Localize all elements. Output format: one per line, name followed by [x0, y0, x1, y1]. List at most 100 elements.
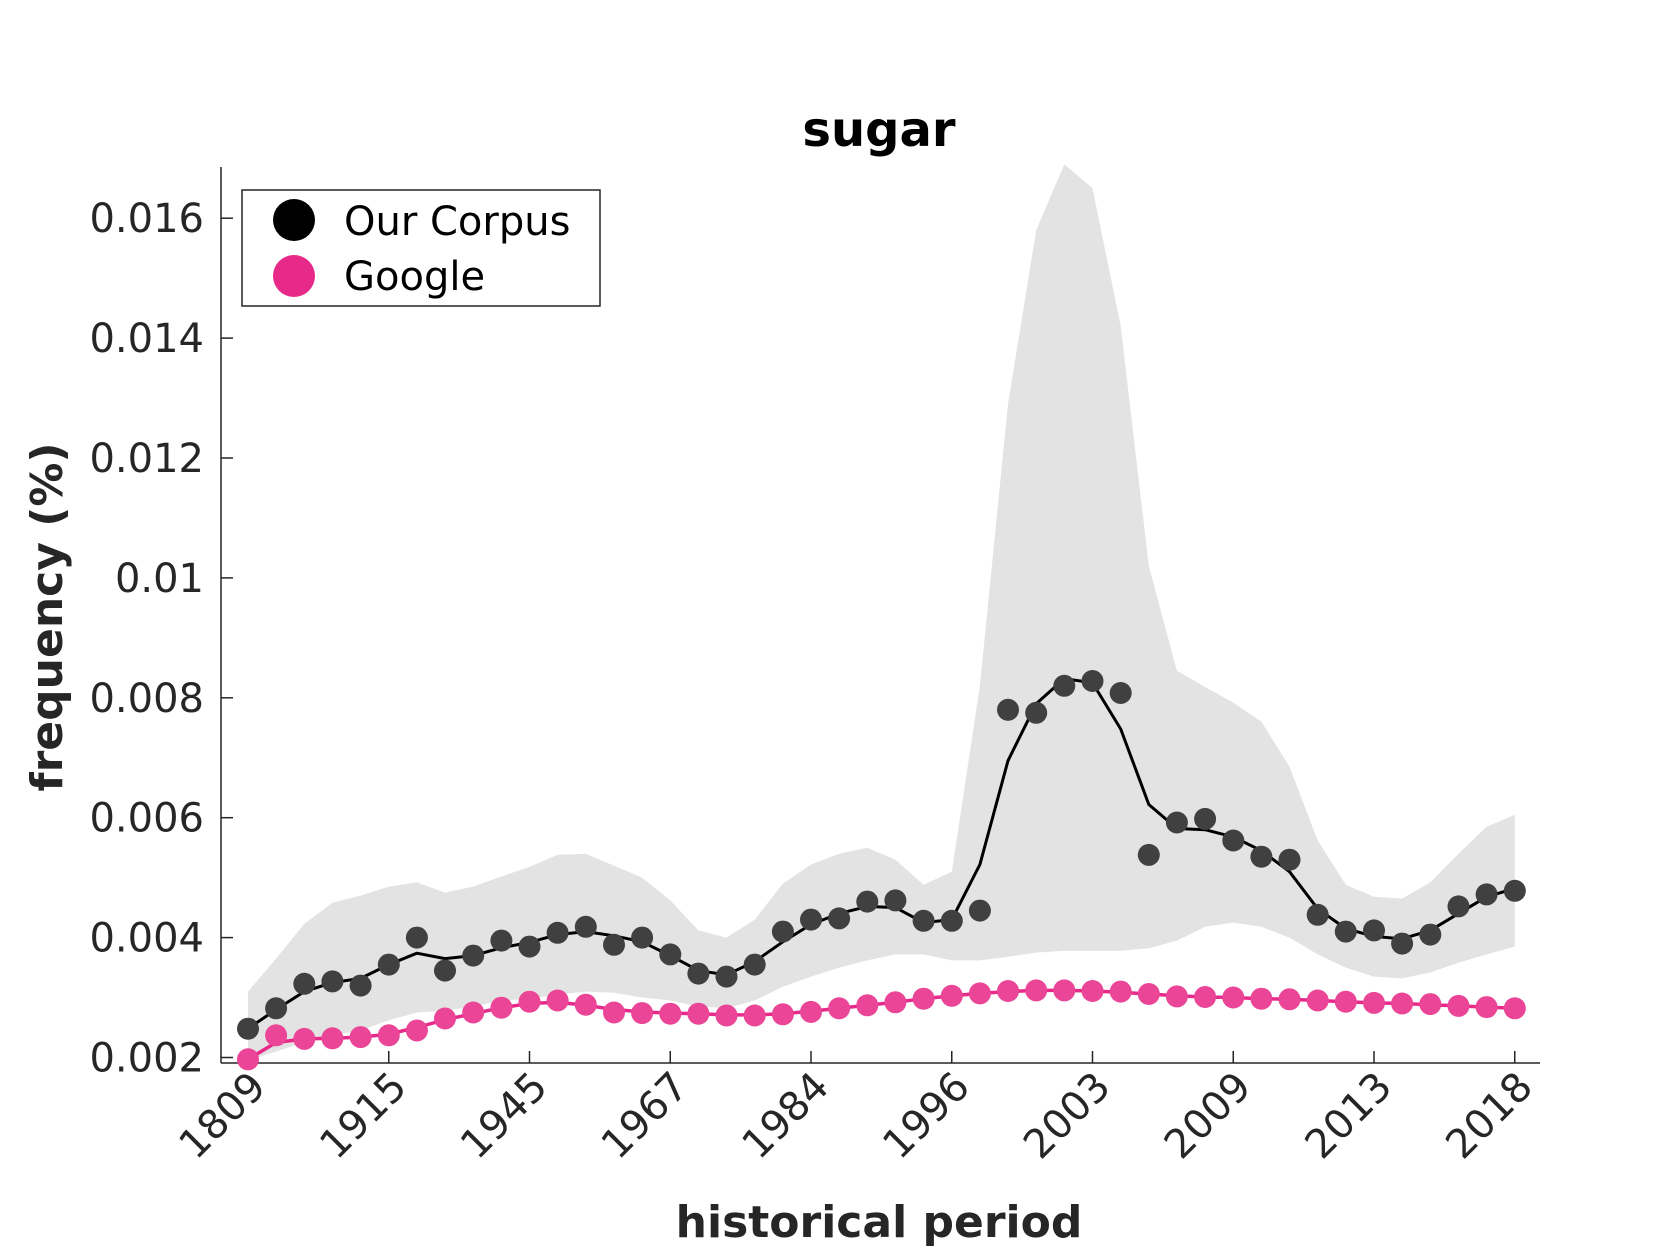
data-point-google	[1419, 993, 1442, 1016]
x-tick-label: 1996	[874, 1064, 979, 1169]
y-tick-label: 0.01	[115, 556, 204, 602]
data-point-google	[997, 980, 1019, 1002]
data-point-google	[1194, 986, 1217, 1008]
series-our-corpus	[237, 670, 1526, 1040]
data-point-our-corpus	[828, 907, 851, 930]
data-point-google	[1165, 985, 1188, 1008]
data-point-our-corpus	[1250, 845, 1273, 868]
data-point-google	[1053, 979, 1076, 1002]
data-point-google	[237, 1048, 259, 1071]
data-point-google	[321, 1027, 344, 1050]
data-point-our-corpus	[856, 890, 879, 913]
data-point-our-corpus	[912, 909, 935, 932]
data-point-google	[349, 1026, 372, 1049]
y-tick-label: 0.008	[89, 676, 204, 722]
data-point-google	[1222, 986, 1245, 1009]
data-point-google	[1081, 980, 1104, 1002]
data-point-our-corpus	[1165, 811, 1188, 834]
data-point-google	[1503, 997, 1526, 1020]
band-layer	[248, 164, 1515, 1061]
data-point-google	[293, 1027, 316, 1050]
x-tick-label: 1984	[734, 1064, 839, 1169]
data-point-our-corpus	[1109, 682, 1132, 704]
x-tick-label: 1967	[593, 1064, 698, 1169]
legend-marker-google	[273, 255, 315, 297]
x-tick-label: 1915	[311, 1064, 416, 1169]
data-point-our-corpus	[997, 698, 1019, 721]
x-tick-label: 2018	[1437, 1064, 1542, 1169]
data-point-google	[828, 997, 851, 1020]
data-point-google	[1363, 991, 1385, 1014]
y-tick-label: 0.006	[89, 796, 204, 842]
data-point-our-corpus	[518, 935, 541, 958]
series-line-our-corpus	[247, 677, 1516, 1030]
data-point-our-corpus	[1025, 701, 1048, 724]
legend: Our Corpus Google	[241, 189, 601, 307]
data-point-google	[434, 1007, 456, 1030]
data-point-google	[265, 1024, 288, 1047]
data-point-google	[377, 1024, 400, 1047]
y-axis-label: frequency (%)	[22, 442, 73, 791]
data-point-our-corpus	[1137, 843, 1160, 866]
data-point-our-corpus	[1503, 879, 1526, 902]
data-point-google	[884, 991, 907, 1014]
data-point-our-corpus	[574, 915, 597, 938]
data-point-google	[1109, 980, 1132, 1003]
data-point-google	[687, 1002, 710, 1025]
data-point-google	[603, 1001, 625, 1024]
data-point-our-corpus	[1419, 923, 1442, 946]
data-point-our-corpus	[405, 926, 428, 949]
data-point-our-corpus	[265, 997, 288, 1020]
data-point-our-corpus	[434, 959, 456, 982]
y-tick-label: 0.016	[89, 196, 204, 242]
data-point-our-corpus	[1278, 848, 1301, 871]
data-point-google	[631, 1002, 654, 1025]
data-point-our-corpus	[1363, 919, 1385, 942]
data-point-our-corpus	[237, 1017, 259, 1040]
data-point-google	[490, 996, 513, 1019]
data-point-our-corpus	[293, 972, 316, 995]
data-point-google	[1391, 992, 1414, 1015]
data-point-google	[1475, 996, 1498, 1019]
data-point-google	[968, 982, 991, 1005]
data-point-google	[1137, 983, 1160, 1005]
data-point-our-corpus	[603, 933, 625, 956]
data-point-google	[940, 984, 963, 1007]
data-point-our-corpus	[687, 962, 710, 985]
data-point-google	[912, 987, 935, 1010]
data-point-our-corpus	[1081, 670, 1104, 692]
x-tick-label: 2009	[1156, 1064, 1261, 1169]
data-point-our-corpus	[377, 953, 400, 976]
data-point-google	[1025, 979, 1048, 1002]
data-point-google	[574, 993, 597, 1016]
legend-label-our-corpus: Our Corpus	[344, 199, 570, 245]
legend-marker-our-corpus	[273, 199, 315, 241]
data-point-google	[1447, 994, 1470, 1017]
data-point-our-corpus	[940, 909, 963, 932]
y-tick-label: 0.012	[89, 436, 204, 482]
data-point-google	[800, 1000, 822, 1023]
series-line-google	[247, 988, 1515, 1061]
data-point-our-corpus	[800, 908, 822, 931]
data-point-our-corpus	[1222, 829, 1245, 852]
series-layer	[237, 670, 1526, 1071]
data-point-our-corpus	[771, 920, 794, 943]
data-point-our-corpus	[349, 974, 372, 997]
x-axis-label: historical period	[676, 1197, 1083, 1248]
data-point-google	[771, 1003, 794, 1026]
data-point-google	[856, 994, 879, 1017]
data-point-our-corpus	[631, 926, 654, 949]
x-tick-label: 2003	[1015, 1064, 1120, 1169]
data-point-our-corpus	[321, 970, 344, 993]
data-point-our-corpus	[884, 889, 907, 912]
data-point-our-corpus	[715, 965, 738, 988]
data-point-google	[743, 1004, 766, 1027]
data-point-google	[518, 990, 541, 1013]
chart-title: sugar	[802, 102, 955, 158]
data-point-google	[1278, 988, 1301, 1011]
data-point-google	[1250, 987, 1273, 1010]
data-point-our-corpus	[1334, 920, 1357, 943]
x-tick-label: 1945	[452, 1064, 557, 1169]
data-point-our-corpus	[743, 953, 766, 976]
data-point-google	[546, 989, 569, 1012]
